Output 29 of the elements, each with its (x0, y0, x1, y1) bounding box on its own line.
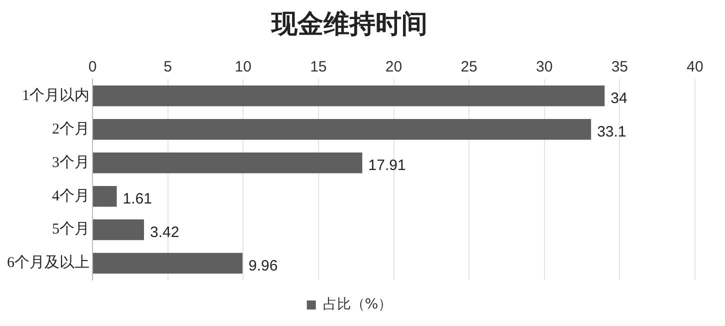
x-tick-label: 15 (310, 58, 327, 76)
data-label: 34 (610, 90, 628, 108)
bar (93, 252, 243, 274)
y-tick-label: 3个月 (52, 154, 90, 171)
bar (93, 186, 117, 207)
y-tick-label: 6个月及以上 (7, 254, 90, 272)
x-tick-label: 30 (536, 58, 553, 76)
bar (93, 119, 592, 140)
chart-title: 现金维持时间 (270, 9, 428, 40)
x-tick-label: 0 (88, 58, 97, 76)
data-label: 1.61 (122, 190, 152, 208)
y-tick-label: 4个月 (52, 187, 90, 204)
x-tick-label: 40 (686, 58, 704, 76)
x-tick-label: 20 (385, 58, 402, 76)
y-tick-label: 5个月 (52, 220, 90, 238)
data-label: 9.96 (248, 257, 278, 274)
data-label: 33.1 (597, 124, 626, 141)
legend-label: 占比（%） (322, 296, 392, 313)
data-label: 17.91 (368, 157, 406, 174)
data-label: 3.42 (150, 224, 180, 241)
x-tick-label: 10 (234, 58, 252, 76)
x-tick-label: 25 (460, 58, 478, 76)
y-tick-label: 2个月 (52, 120, 90, 138)
x-tick-label: 35 (611, 58, 628, 76)
x-tick-label: 5 (164, 58, 172, 76)
bar (93, 86, 605, 106)
bar (93, 219, 144, 240)
y-tick-label: 1个月以内 (22, 86, 90, 104)
bar (93, 152, 362, 174)
